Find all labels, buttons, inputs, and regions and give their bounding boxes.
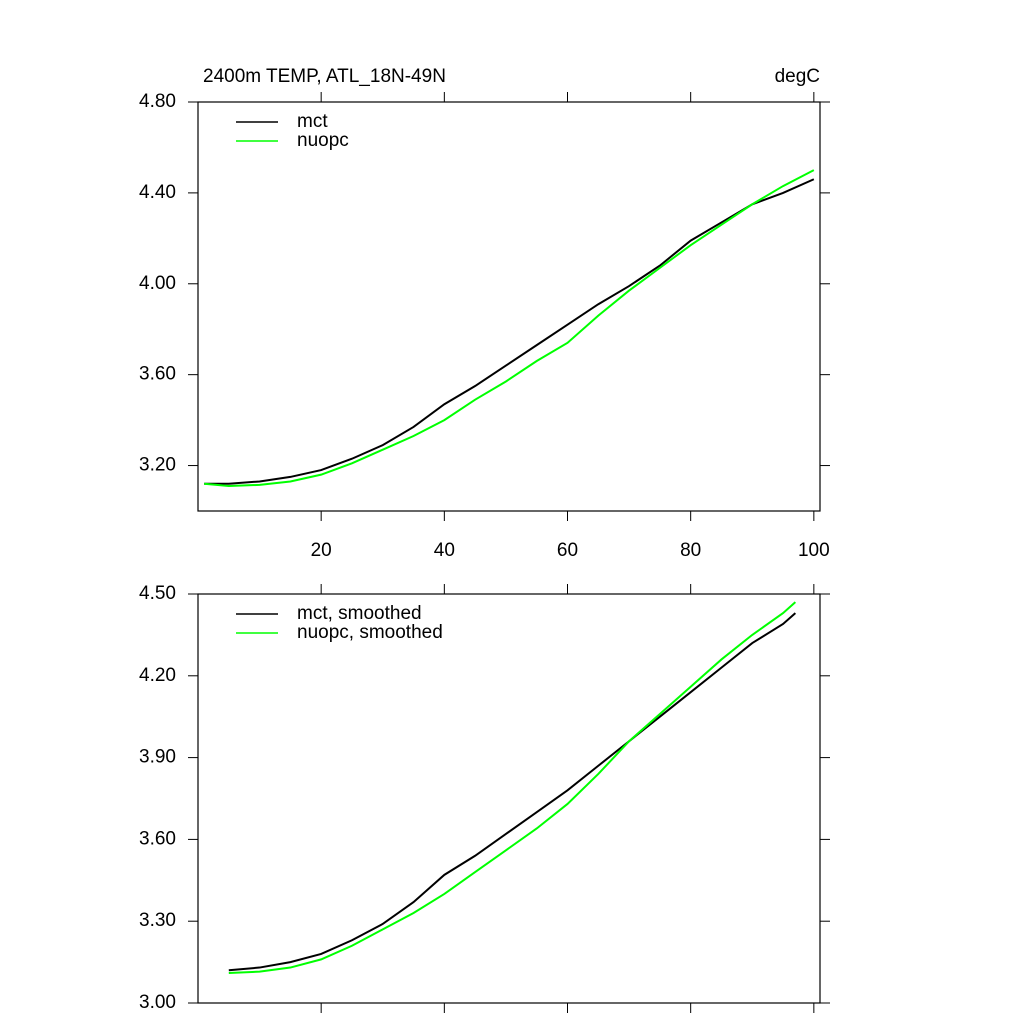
x-tick-label: 40 [434,540,455,561]
units-label: degC [775,66,820,87]
series-line [204,169,815,488]
chart-title: 2400m TEMP, ATL_18N-49N [203,66,446,87]
y-tick-label: 4.50 [139,583,176,604]
legend-label: nuopc [297,130,349,151]
legend-label: nuopc, smoothed [297,622,443,643]
series-line [228,612,797,972]
plot-frame [197,101,821,512]
y-tick-label: 4.40 [139,182,176,203]
y-tick-label: 3.60 [139,828,176,849]
y-tick-label: 3.90 [139,747,176,768]
y-tick-label: 3.20 [139,455,176,476]
x-tick-label: 60 [557,540,578,561]
x-tick-label: 100 [798,540,830,561]
legend-label: mct [297,111,328,132]
legend-label: mct, smoothed [297,603,422,624]
y-tick-label: 3.30 [139,910,176,931]
y-tick-label: 3.00 [139,992,176,1013]
y-tick-label: 3.60 [139,364,176,385]
series-line [204,178,815,485]
y-tick-label: 4.20 [139,665,176,686]
plot-frame [197,593,821,1004]
y-tick-label: 4.80 [139,91,176,112]
y-tick-label: 4.00 [139,273,176,294]
x-tick-label: 20 [311,540,332,561]
x-tick-label: 80 [680,540,701,561]
series-line [228,601,797,975]
